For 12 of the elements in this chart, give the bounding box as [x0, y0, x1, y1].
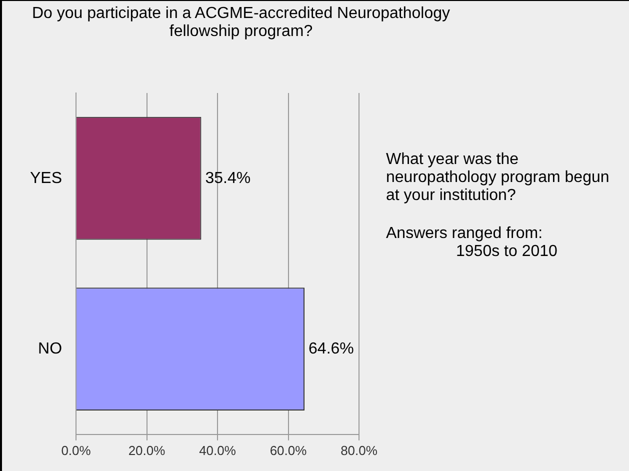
x-tick-label: 0.0%: [61, 442, 92, 458]
x-tick-label: 80.0%: [340, 442, 378, 458]
chart-title: Do you participate in a ACGME-accredited Neuropathology fellowship program?: [31, 5, 451, 41]
y-tick-label: NO: [38, 340, 62, 358]
x-tick-label: 20.0%: [128, 442, 166, 458]
x-tick-label: 40.0%: [199, 442, 236, 458]
x-tick-label: 60.0%: [270, 442, 308, 458]
text: What year was the neuropathology program begun at your institution?: [386, 151, 610, 205]
data-label: 35.4%: [205, 170, 251, 187]
data-label: 64.6%: [308, 340, 354, 358]
text: Answers ranged from: 1950s to 2010: [386, 225, 558, 261]
y-tick-label: YES: [30, 170, 62, 187]
